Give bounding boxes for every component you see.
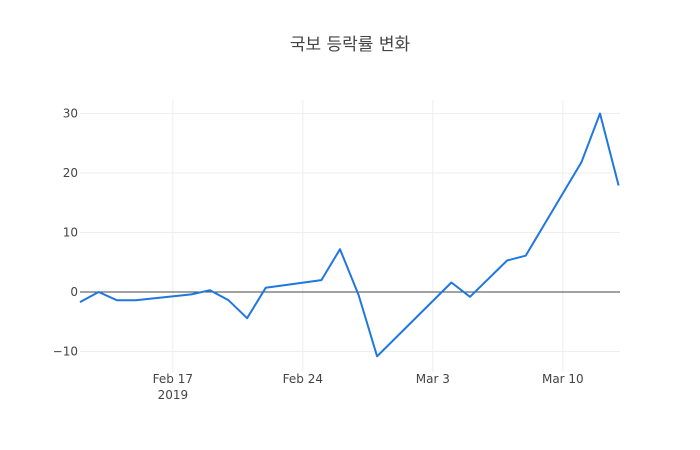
y-tick-label: 0 [70, 285, 78, 299]
y-axis: 30 20 10 0 −10 [53, 107, 78, 359]
x-tick-label: Feb 17 [153, 372, 193, 386]
x-tick-year: 2019 [158, 388, 189, 402]
x-tick-label: Mar 3 [416, 372, 450, 386]
y-tick-label: 20 [63, 166, 78, 180]
y-tick-label: 30 [63, 107, 78, 121]
x-tick-label: Mar 10 [542, 372, 584, 386]
x-tick-label: Feb 24 [283, 372, 323, 386]
chart-title: 국보 등락률 변화 [289, 35, 411, 55]
y-tick-label: 10 [63, 226, 78, 240]
x-axis: Feb 17 2019 Feb 24 Mar 3 Mar 10 [153, 372, 584, 402]
y-tick-label: −10 [53, 345, 78, 359]
gridlines [80, 100, 620, 372]
series-line [79, 112, 620, 358]
